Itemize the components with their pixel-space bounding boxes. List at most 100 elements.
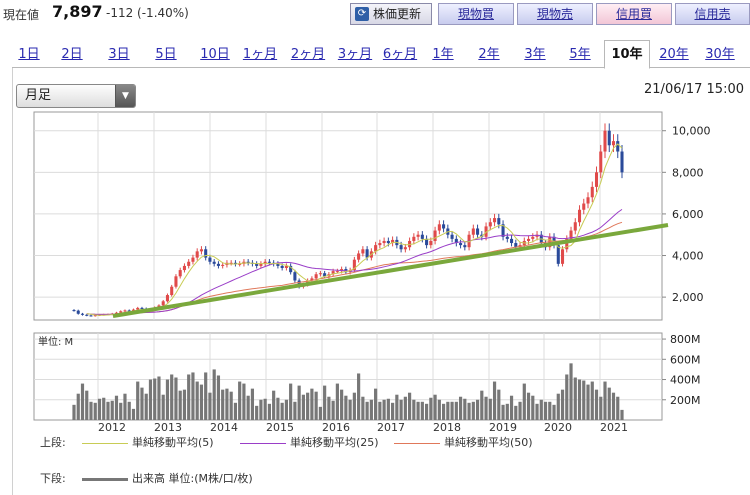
legend-ma50-swatch: [394, 443, 440, 444]
volume-bar: [458, 396, 463, 420]
volume-bar: [590, 381, 594, 420]
candle-body: [603, 130, 607, 152]
candle-body: [284, 265, 288, 268]
volume-bar: [289, 383, 293, 420]
candle-body: [357, 253, 361, 260]
volume-tick-label: 600M: [670, 353, 701, 366]
refresh-price-button[interactable]: ⟳ 株価更新: [350, 3, 432, 25]
tab-2m[interactable]: 2ヶ月: [290, 47, 326, 62]
tab-10d[interactable]: 10日: [200, 47, 230, 62]
candle-body: [140, 307, 144, 309]
candle-body: [484, 226, 488, 237]
current-price-label: 現在値: [3, 8, 40, 22]
volume-bar: [195, 381, 199, 420]
candle-body: [412, 236, 416, 241]
candle-body: [365, 249, 369, 258]
tab-1m[interactable]: 1ヶ月: [242, 47, 278, 62]
volume-bar: [429, 397, 433, 420]
volume-bar: [80, 383, 85, 420]
tab-5y[interactable]: 5年: [569, 47, 591, 62]
margin-sell-button[interactable]: 信用売: [675, 3, 750, 25]
margin-buy-button[interactable]: 信用買: [596, 3, 672, 25]
period-select[interactable]: 月足 ▼: [16, 84, 136, 108]
volume-bar: [323, 385, 327, 420]
candle-body: [89, 315, 93, 317]
volume-bar: [480, 390, 484, 420]
candle-body: [437, 224, 441, 231]
volume-bar: [509, 395, 514, 420]
volume-bar: [310, 388, 314, 420]
volume-bar: [501, 404, 505, 420]
year-label: 2016: [322, 421, 350, 434]
volume-bar: [233, 402, 238, 420]
volume-bar: [136, 381, 140, 420]
tab-3y[interactable]: 3年: [524, 47, 546, 62]
candle-body: [233, 262, 237, 264]
candle-body: [429, 240, 433, 246]
candle-body: [386, 240, 390, 244]
candle-body: [263, 261, 267, 264]
volume-bar: [446, 401, 450, 420]
volume-bar: [467, 402, 471, 420]
volume-bar: [437, 399, 441, 420]
candle-body: [535, 234, 539, 237]
tab-3m[interactable]: 3ヶ月: [337, 47, 373, 62]
price-tick-label: 4,000: [672, 250, 704, 263]
candle-body: [420, 234, 424, 239]
tab-6m[interactable]: 6ヶ月: [382, 47, 418, 62]
volume-bar: [399, 399, 403, 420]
volume-bar: [170, 374, 174, 420]
volume-axis-labels: 200M 400M 600M 800M: [670, 333, 701, 407]
cash-buy-button[interactable]: 現物買: [438, 3, 514, 25]
candle-body: [293, 272, 297, 281]
tab-30y[interactable]: 30年: [705, 47, 735, 62]
candle-body: [85, 314, 89, 316]
candle-body: [204, 249, 208, 258]
volume-bar: [110, 400, 114, 420]
tab-1d[interactable]: 1日: [18, 47, 40, 62]
tab-2d[interactable]: 2日: [61, 47, 83, 62]
volume-bar: [199, 384, 204, 420]
cash-sell-button[interactable]: 現物売: [517, 3, 593, 25]
tab-3d[interactable]: 3日: [108, 47, 130, 62]
volume-bar: [72, 404, 76, 420]
candle-body: [170, 286, 174, 296]
volume-bar: [123, 393, 127, 420]
volume-bar: [127, 401, 131, 420]
volume-bar: [174, 377, 178, 420]
candle-body: [590, 186, 594, 198]
volume-bar: [577, 379, 582, 420]
volume-bar: [361, 396, 365, 420]
trend-line: [112, 223, 669, 318]
candle-body: [378, 243, 382, 246]
volume-bar: [518, 401, 522, 420]
volume-bar: [543, 401, 548, 420]
volume-bar: [280, 402, 284, 420]
volume-bar: [412, 399, 416, 420]
volume-bar: [263, 398, 267, 420]
period-select-value: 月足: [25, 88, 52, 103]
candle-body: [127, 310, 131, 312]
candle-body: [586, 197, 590, 204]
volume-bar: [582, 380, 586, 420]
volume-bar: [301, 394, 305, 420]
candle-body: [246, 261, 250, 263]
tab-5d[interactable]: 5日: [155, 47, 177, 62]
tab-1y[interactable]: 1年: [432, 47, 454, 62]
candlesticks: [72, 123, 624, 317]
tab-10y[interactable]: 10年: [604, 40, 650, 69]
candle-body: [607, 130, 611, 146]
volume-bar: [76, 393, 80, 420]
candle-body: [450, 234, 454, 239]
volume-bar: [297, 385, 301, 420]
candle-body: [182, 265, 186, 271]
candle-body: [161, 301, 165, 306]
tab-2y[interactable]: 2年: [478, 47, 500, 62]
volume-bar: [229, 391, 233, 420]
candle-body: [119, 311, 123, 313]
volume-bar: [284, 399, 288, 420]
candle-body: [620, 151, 624, 173]
legend-ma25: 単純移動平均(25): [290, 436, 379, 449]
tab-20y[interactable]: 20年: [659, 47, 689, 62]
candle-body: [476, 228, 480, 235]
